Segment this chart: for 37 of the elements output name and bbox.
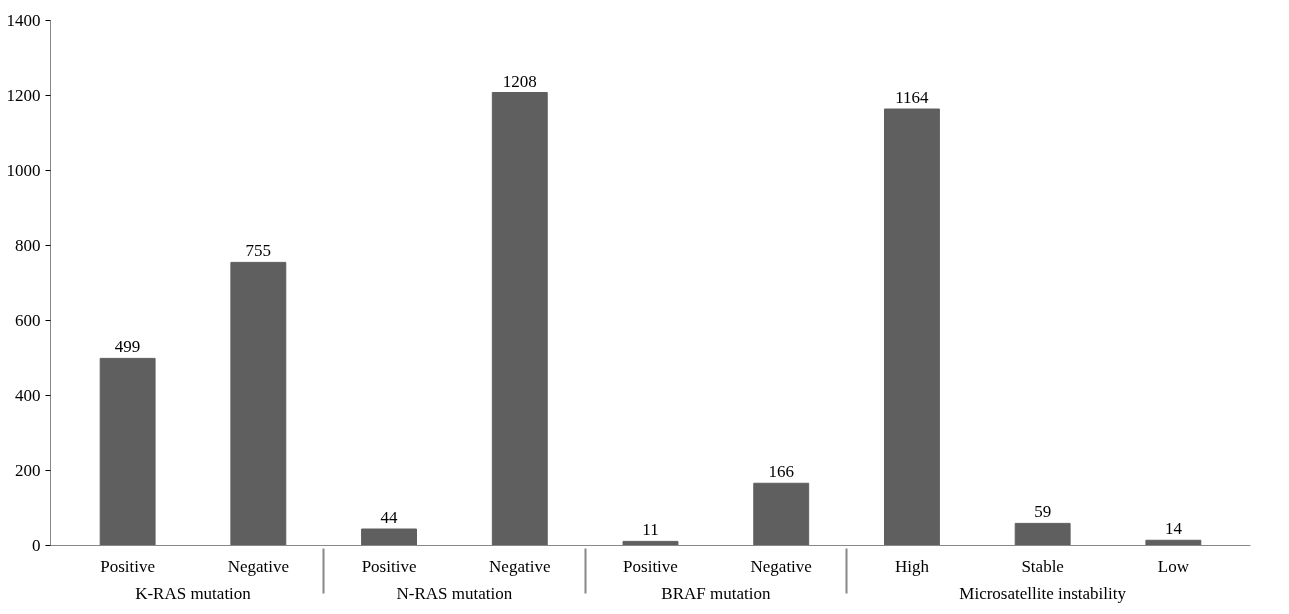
y-tick-label: 1200 — [6, 86, 41, 105]
x-tick-label: Positive — [623, 556, 678, 576]
data-label: 11 — [642, 520, 659, 540]
y-tick-label: 1400 — [6, 11, 41, 30]
text: N-RAS mutation — [396, 583, 513, 603]
data-label: 59 — [1034, 502, 1052, 522]
bar — [753, 482, 810, 546]
bar — [491, 92, 548, 546]
y-tick-label: 600 — [15, 311, 41, 330]
data-label: 755 — [245, 241, 272, 261]
x-tick-label: Negative — [489, 556, 551, 576]
bar — [361, 528, 418, 546]
y-tick-label: 200 — [15, 461, 41, 480]
x-tick-label: Stable — [1021, 556, 1064, 576]
y-tick-label: 1000 — [6, 161, 41, 180]
x-tick-label: Positive — [361, 556, 417, 576]
bar — [99, 357, 156, 546]
data-label: 1164 — [895, 88, 930, 107]
text: BRAF mutation — [661, 583, 771, 603]
text: K-RAS mutation — [135, 583, 252, 603]
x-tick-label: Positive — [100, 556, 156, 576]
data-label: 1208 — [502, 71, 537, 91]
bar — [1014, 522, 1071, 546]
x-tick-label: Negative — [750, 556, 812, 576]
data-label: 14 — [1164, 519, 1183, 539]
bar — [230, 261, 287, 546]
text: Microsatellite instability — [959, 583, 1127, 603]
bar — [883, 108, 940, 546]
data-label: 166 — [768, 462, 794, 482]
y-tick-label: 400 — [15, 386, 41, 405]
x-tick-label: Low — [1157, 556, 1190, 576]
x-tick-label: High — [894, 556, 930, 576]
y-tick-label: 0 — [32, 536, 41, 555]
y-tick-label: 800 — [15, 236, 41, 255]
x-tick-label: Negative — [227, 556, 290, 576]
data-label: 499 — [114, 337, 141, 357]
data-label: 44 — [380, 508, 399, 527]
